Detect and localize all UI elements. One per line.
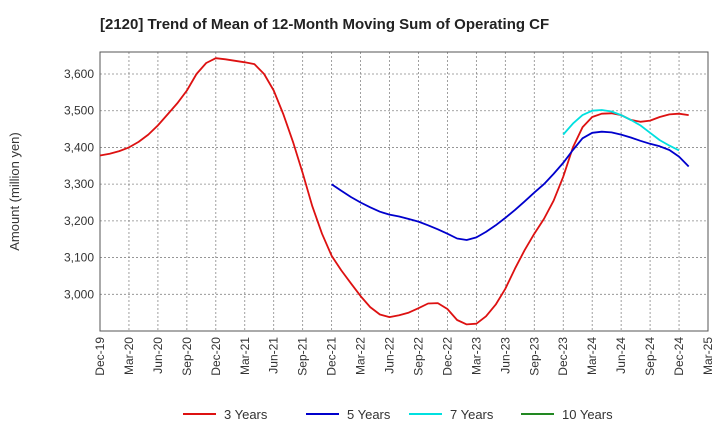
x-tick-label: Jun-24	[614, 337, 628, 374]
x-tick-label: Mar-25	[701, 337, 715, 375]
x-tick-label: Dec-22	[440, 337, 454, 376]
x-tick-label: Mar-20	[122, 337, 136, 375]
x-tick-label: Jun-23	[498, 337, 512, 374]
x-axis-ticks: Dec-19 Mar-20 Jun-20 Sep-20 Dec-20 Mar-21 Jun-…	[93, 337, 715, 376]
x-tick-label: Sep-22	[411, 337, 425, 376]
y-tick-label: 3,500	[64, 104, 94, 118]
x-tick-label: Sep-20	[180, 337, 194, 376]
x-tick-label: Mar-22	[354, 337, 368, 375]
series-line-3-years	[99, 57, 689, 326]
y-tick-label: 3,200	[64, 214, 94, 228]
x-tick-label: Jun-21	[267, 337, 281, 374]
series-line-5-years	[331, 130, 690, 241]
y-tick-label: 3,400	[64, 140, 94, 154]
y-axis-ticks: 3,000 3,100 3,200 3,300 3,400 3,500 3,600	[64, 67, 94, 301]
x-tick-label: Jun-22	[383, 337, 397, 374]
x-tick-label: Jun-20	[151, 337, 165, 374]
y-tick-label: 3,100	[64, 251, 94, 265]
x-tick-label: Dec-23	[556, 337, 570, 376]
x-tick-label: Dec-21	[325, 337, 339, 376]
series-line-7-years	[562, 109, 680, 152]
x-tick-label: Mar-21	[238, 337, 252, 375]
x-tick-label: Mar-24	[585, 337, 599, 375]
x-tick-label: Dec-19	[93, 337, 107, 376]
y-tick-label: 3,000	[64, 287, 94, 301]
x-tick-label: Dec-20	[209, 337, 223, 376]
y-tick-label: 3,300	[64, 177, 94, 191]
legend-label-5-years: 5 Years	[347, 407, 391, 422]
chart-title: [2120] Trend of Mean of 12-Month Moving …	[100, 16, 549, 33]
legend: 3 Years 5 Years 7 Years 10 Years	[183, 407, 613, 422]
x-tick-label: Sep-24	[643, 337, 657, 376]
x-tick-label: Dec-24	[672, 337, 686, 376]
x-tick-label: Mar-23	[469, 337, 483, 375]
legend-label-7-years: 7 Years	[450, 407, 494, 422]
grid	[100, 52, 708, 331]
x-tick-label: Sep-23	[527, 337, 541, 376]
series-lines	[99, 57, 690, 326]
plot-frame	[99, 51, 709, 332]
y-tick-label: 3,600	[64, 67, 94, 81]
legend-label-3-years: 3 Years	[224, 407, 268, 422]
x-tick-label: Sep-21	[296, 337, 310, 376]
legend-label-10-years: 10 Years	[562, 407, 613, 422]
y-axis-label: Amount (million yen)	[7, 132, 22, 251]
